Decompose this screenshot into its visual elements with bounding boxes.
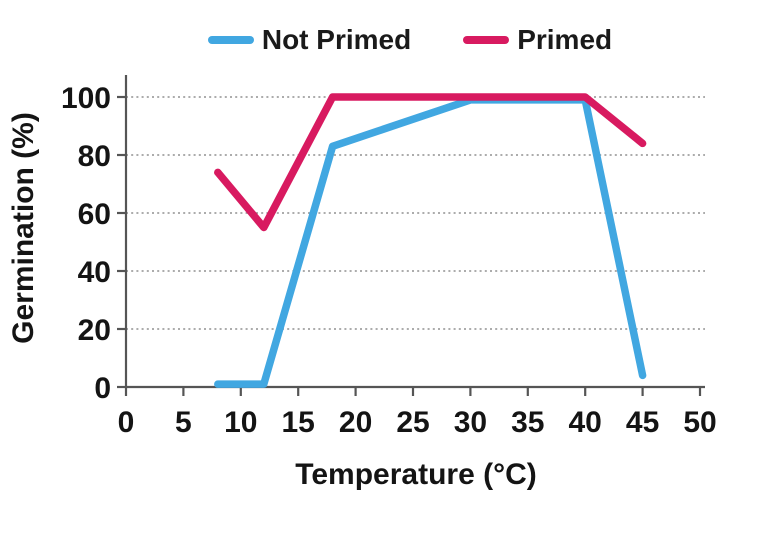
legend-item-not-primed: Not Primed	[207, 24, 412, 56]
x-tick-label-5: 5	[175, 406, 192, 439]
x-tick-label-10: 10	[224, 406, 257, 439]
legend-item-primed: Primed	[463, 24, 612, 56]
x-tick-label-40: 40	[569, 406, 602, 439]
x-tick-label-30: 30	[454, 406, 487, 439]
chart-legend: Not Primed Primed	[0, 24, 768, 56]
y-tick-label-20: 20	[78, 314, 111, 347]
series-line-primed	[214, 93, 647, 232]
x-tick-label-50: 50	[683, 406, 716, 439]
primed-line-swatch	[463, 36, 510, 44]
not-primed-line-swatch	[207, 36, 254, 44]
x-tick-label-0: 0	[118, 406, 135, 439]
y-tick-label-60: 60	[78, 198, 111, 231]
x-tick-label-35: 35	[511, 406, 544, 439]
y-tick-label-100: 100	[61, 82, 111, 115]
x-axis-title: Temperature (°C)	[295, 458, 537, 491]
x-tick-label-45: 45	[626, 406, 659, 439]
legend-label-primed: Primed	[517, 24, 613, 55]
series-line-not-primed	[214, 96, 647, 388]
y-tick-label-80: 80	[78, 140, 111, 173]
x-tick-label-15: 15	[282, 406, 315, 439]
x-tick-label-25: 25	[396, 406, 429, 439]
y-tick-label-40: 40	[78, 256, 111, 289]
y-tick-label-0: 0	[94, 372, 111, 405]
legend-label-not-primed: Not Primed	[261, 24, 412, 55]
x-tick-label-20: 20	[339, 406, 372, 439]
